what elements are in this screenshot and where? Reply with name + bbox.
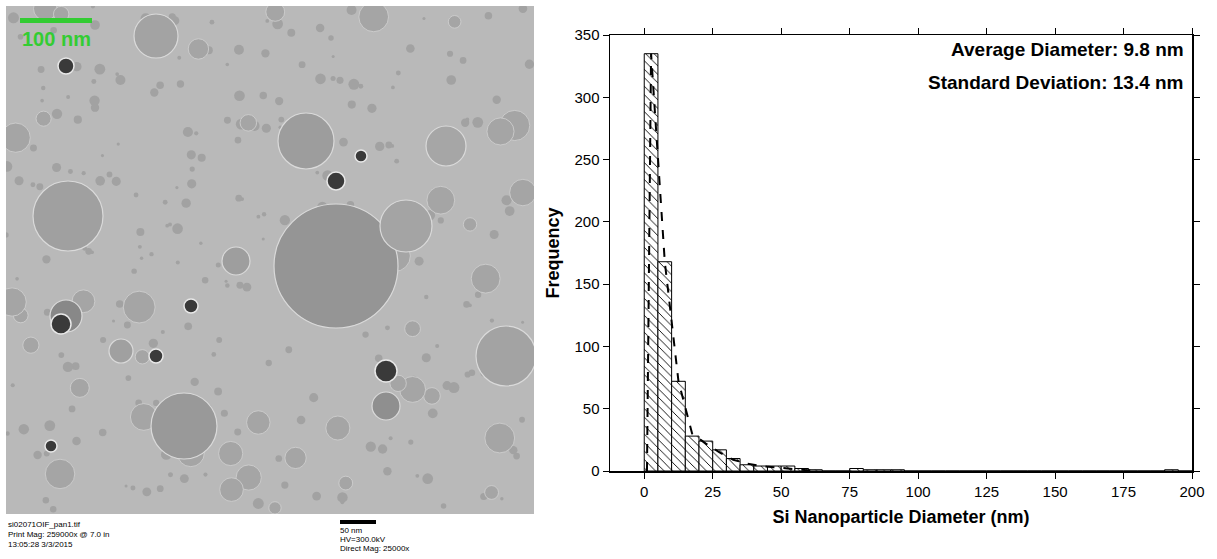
svg-text:100: 100	[574, 338, 599, 355]
svg-text:Average Diameter: 9.8 nm: Average Diameter: 9.8 nm	[951, 39, 1184, 60]
svg-text:Frequency: Frequency	[543, 207, 563, 298]
svg-text:HV=300.0kV: HV=300.0kV	[340, 535, 386, 544]
svg-text:Direct Mag: 25000x: Direct Mag: 25000x	[340, 544, 409, 553]
svg-text:0: 0	[640, 483, 648, 500]
svg-text:175: 175	[1111, 483, 1136, 500]
svg-text:Standard Deviation: 13.4 nm: Standard Deviation: 13.4 nm	[928, 72, 1184, 93]
svg-text:si02071OIF_pan1.tif: si02071OIF_pan1.tif	[8, 520, 81, 529]
svg-text:200: 200	[1179, 483, 1204, 500]
svg-text:0: 0	[591, 462, 599, 479]
svg-text:25: 25	[704, 483, 721, 500]
svg-text:150: 150	[574, 275, 599, 292]
svg-text:250: 250	[574, 151, 599, 168]
svg-text:50 nm: 50 nm	[340, 526, 363, 535]
svg-text:50: 50	[583, 400, 600, 417]
svg-text:300: 300	[574, 89, 599, 106]
svg-text:13:05:28 3/3/2015: 13:05:28 3/3/2015	[8, 540, 73, 549]
svg-text:50: 50	[773, 483, 790, 500]
svg-text:100 nm: 100 nm	[22, 28, 91, 50]
svg-text:125: 125	[974, 483, 999, 500]
svg-text:Print Mag: 259000x @ 7.0 in: Print Mag: 259000x @ 7.0 in	[8, 530, 110, 539]
svg-text:75: 75	[841, 483, 858, 500]
svg-text:150: 150	[1043, 483, 1068, 500]
svg-text:Si Nanoparticle Diameter (nm): Si Nanoparticle Diameter (nm)	[772, 507, 1029, 527]
svg-text:350: 350	[574, 26, 599, 43]
svg-text:100: 100	[906, 483, 931, 500]
svg-text:200: 200	[574, 213, 599, 230]
